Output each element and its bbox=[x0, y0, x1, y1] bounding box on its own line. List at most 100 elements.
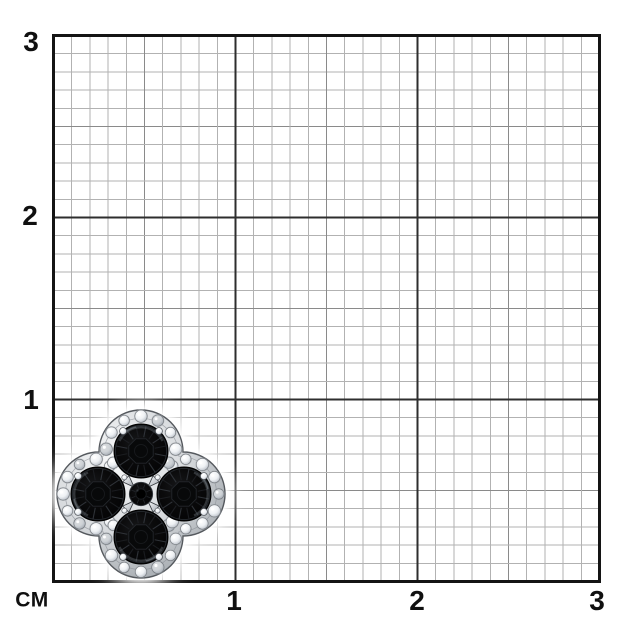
stone-sparkle bbox=[167, 429, 171, 433]
facet-line bbox=[143, 511, 147, 524]
halo-stone bbox=[196, 517, 209, 530]
facet-line bbox=[135, 511, 139, 524]
rim-highlight bbox=[118, 546, 164, 562]
stone-sparkle bbox=[211, 473, 215, 477]
center-facet-line bbox=[136, 499, 140, 504]
stone-table bbox=[85, 481, 111, 507]
halo-stone bbox=[169, 442, 183, 456]
stone-sparkle bbox=[172, 445, 176, 449]
facet-line bbox=[115, 445, 128, 449]
prong-ball-glint bbox=[156, 554, 159, 557]
prong-cone-ball bbox=[154, 474, 161, 481]
facet-line bbox=[148, 515, 156, 526]
halo-stone bbox=[118, 415, 130, 427]
stone-sparkle bbox=[198, 460, 203, 465]
stone-sparkle bbox=[168, 518, 172, 522]
halo-stone-shade bbox=[151, 561, 164, 574]
facet-line bbox=[158, 496, 171, 500]
stone-sparkle bbox=[102, 535, 106, 539]
prong-ball-glint bbox=[121, 429, 124, 432]
facet-line bbox=[169, 472, 177, 483]
stone-table bbox=[128, 524, 154, 550]
stone-sparkle bbox=[92, 525, 96, 529]
prong-ball bbox=[74, 508, 82, 516]
facet-line bbox=[169, 505, 177, 516]
facet-line bbox=[154, 445, 167, 449]
prong-ball bbox=[119, 427, 127, 435]
facet-line bbox=[105, 505, 113, 516]
prong-ball-glint bbox=[201, 474, 204, 477]
unit-label-cm: СМ bbox=[15, 588, 49, 612]
prong-cone-ball bbox=[121, 507, 128, 514]
prong-ball bbox=[74, 472, 82, 480]
stone-sparkle bbox=[76, 461, 80, 465]
y-axis-tick-1cm: 1 bbox=[23, 384, 39, 415]
facet-line bbox=[178, 507, 182, 520]
facet-line bbox=[115, 539, 128, 543]
black-stone-girdle bbox=[157, 467, 211, 521]
facet-line bbox=[186, 507, 190, 520]
stone-sparkle bbox=[107, 551, 112, 556]
halo-stone-shade bbox=[152, 414, 164, 427]
black-stone-girdle bbox=[71, 467, 125, 521]
center-facet-line bbox=[136, 484, 140, 489]
facet-line bbox=[105, 472, 113, 483]
facet-line bbox=[100, 507, 104, 520]
halo-stone bbox=[61, 471, 74, 484]
prong-ball-glint bbox=[121, 554, 124, 557]
halo-stone-shade bbox=[213, 488, 224, 500]
stone-sparkle bbox=[76, 520, 80, 524]
facet-line bbox=[92, 468, 96, 481]
facet-line bbox=[115, 453, 128, 457]
center-facet-line bbox=[142, 499, 146, 504]
prong-ball-glint bbox=[76, 509, 79, 512]
stone-sparkle bbox=[121, 417, 124, 421]
y-axis-tick-2cm: 2 bbox=[22, 199, 38, 231]
halo-stone bbox=[135, 565, 147, 578]
stone-sparkle bbox=[92, 455, 96, 459]
facet-line bbox=[186, 468, 190, 481]
prong-ball bbox=[155, 553, 163, 561]
prong-ball bbox=[200, 472, 208, 480]
facet-line bbox=[162, 501, 173, 509]
halo-stone-shade bbox=[100, 443, 113, 456]
center-facet-line bbox=[131, 495, 136, 499]
center-stone-table bbox=[135, 488, 147, 500]
black-stone-girdle bbox=[114, 424, 168, 478]
halo-stone bbox=[165, 427, 177, 439]
prong-ball bbox=[119, 553, 127, 561]
facet-line bbox=[119, 458, 130, 466]
stone-sparkle bbox=[172, 535, 176, 539]
stone-sparkle bbox=[121, 564, 124, 568]
x-axis-tick-2cm: 2 bbox=[409, 585, 425, 616]
prong-ball-glint bbox=[76, 474, 79, 477]
facet-line bbox=[100, 468, 104, 481]
facet-line bbox=[152, 522, 163, 530]
facet-line bbox=[135, 464, 139, 477]
stone-sparkle bbox=[182, 456, 186, 459]
facet-line bbox=[126, 462, 134, 473]
millimeter-grid-paper bbox=[51, 33, 601, 583]
prong-cone-ball bbox=[154, 507, 161, 514]
halo-stone bbox=[89, 452, 103, 466]
stone-sparkle bbox=[215, 490, 219, 494]
halo-stone bbox=[208, 504, 221, 518]
center-stone-glint bbox=[136, 489, 139, 492]
clover-jewel-graphic bbox=[56, 409, 226, 579]
facet-line bbox=[178, 468, 182, 481]
prong-ball bbox=[155, 427, 163, 435]
halo-stone bbox=[165, 549, 177, 561]
facet-line bbox=[111, 488, 124, 492]
stone-sparkle bbox=[154, 563, 158, 568]
halo-stone bbox=[62, 505, 74, 517]
stone-sparkle bbox=[110, 522, 113, 525]
grid-border bbox=[51, 33, 601, 583]
facet-line bbox=[111, 496, 124, 500]
stone-culet-ring bbox=[134, 530, 148, 544]
facet-line bbox=[154, 539, 167, 543]
halo-stone-shade bbox=[74, 459, 85, 470]
stone-sparkle bbox=[137, 412, 141, 416]
facet-line bbox=[148, 462, 156, 473]
black-stone-girdle bbox=[114, 510, 168, 564]
